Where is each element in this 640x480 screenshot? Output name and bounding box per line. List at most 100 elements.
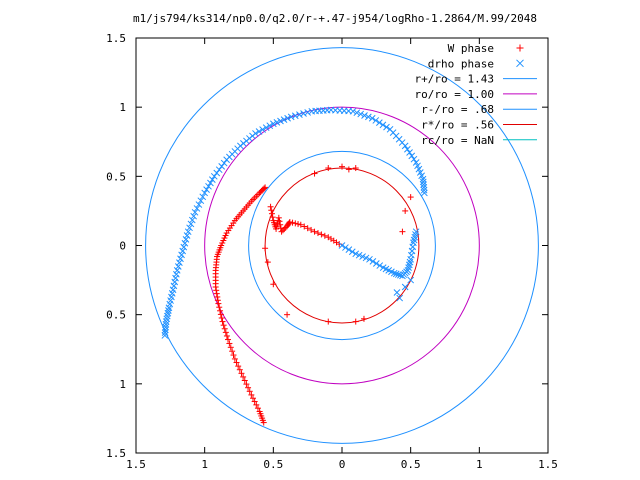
w-phase-point [516,44,524,52]
chart-title: m1/js794/ks314/np0.0/q2.0/r-+.47-j954/lo… [133,12,537,25]
w-phase-point [225,336,232,343]
drho-phase-point [357,110,365,118]
w-phase-point [254,405,261,412]
drho-phase-point [280,116,288,123]
drho-phase-point [234,145,241,153]
w-phase-point [219,318,226,325]
drho-phase-point [404,145,411,153]
drho-phase-point [392,270,400,278]
drho-phase-point [193,205,201,212]
w-phase-point [229,348,236,355]
w-phase-point [215,300,222,307]
legend-label: drho phase [428,57,494,70]
y-tick-label: 0.5 [106,170,126,183]
drho-phase-point [180,243,188,251]
w-phase-point [250,395,257,402]
w-phase-point [407,194,414,201]
drho-phase-point [410,155,418,163]
w-phase-point [267,203,274,210]
w-phase-point [297,221,304,228]
w-phase-point [278,228,285,235]
drho-phase-point [188,216,196,224]
w-phase-point [264,259,271,266]
x-tick-label: 1.5 [538,458,558,471]
w-phase-point [273,223,280,230]
w-phase-point [339,163,345,170]
drho-phase-point [394,271,402,278]
w-phase-point [270,281,277,288]
drho-phase-point [162,326,169,334]
drho-phase-point [359,253,366,260]
w-phase-point [214,293,221,300]
drho-phase-point [203,186,210,193]
drho-phase-point [372,260,380,267]
w-phase-point [253,401,260,408]
drho-phase-point [300,110,307,117]
drho-phase-point [181,239,189,247]
drho-phase-point [178,251,185,259]
w-phase-point [268,210,275,217]
drho-phase-point [420,181,427,188]
drho-phase-point [383,123,390,131]
drho-phase-point [187,220,195,228]
drho-phase-point [215,166,223,174]
w-phase-point [279,227,286,234]
w-phase-point [275,217,282,224]
w-phase-point [221,325,228,332]
drho-phase-point [205,182,212,190]
w-phase-point [275,214,282,221]
w-phase-point [251,398,258,405]
drho-phase-point [366,255,373,263]
drho-phase-point [249,132,256,140]
w-phase-point [292,220,299,227]
drho-phase-point [403,268,410,276]
drho-phase-point [186,224,193,232]
w-phase-point [241,205,248,212]
drho-phase-point [419,178,427,186]
drho-phase-point [304,109,312,116]
drho-phase-point [177,255,184,263]
y-tick-label: 0.5 [106,309,126,322]
drho-phase-point [162,323,170,331]
drho-phase-point [401,283,409,291]
drho-phase-point [420,184,428,191]
drho-phase-point [407,276,415,284]
drho-phase-point [259,126,266,133]
w-phase-point [352,165,359,172]
legend-label: W phase [448,42,494,55]
w-phase-point [213,290,220,297]
w-phase-point [402,207,409,214]
w-phase-point [238,370,245,377]
drho-phase-point [396,294,404,302]
drho-phase-point [516,59,524,68]
w-phase-point [245,384,252,391]
w-phase-point [295,221,302,228]
drho-phase-point [161,329,169,337]
w-phase-point [284,311,291,318]
drho-phase-point [182,236,190,243]
drho-phase-point [379,121,387,129]
drho-phase-point [376,262,384,269]
drho-phase-point [161,332,169,339]
drho-phase-point [291,112,299,120]
w-phase-point [233,359,240,366]
drho-phase-point [323,106,331,114]
w-phase-point [399,228,406,235]
w-phase-point [222,329,229,336]
drho-phase-point [190,212,198,220]
w-phase-point [311,170,318,177]
drho-phase-point [287,113,295,121]
drho-phase-point [408,152,416,160]
drho-phase-point [409,243,417,251]
drho-phase-point [173,270,180,278]
w-phase-point [230,352,237,359]
drho-phase-point [269,120,277,128]
w-phase-point [352,318,359,325]
drho-phase-point [162,320,170,328]
drho-phase-point [398,139,406,146]
legend-label: rc/ro = NaN [421,134,494,147]
w-phase-point [345,166,352,173]
w-phase-point [269,214,276,221]
drho-phase-point [355,251,363,259]
legend-label: r+/ro = 1.43 [415,73,494,86]
